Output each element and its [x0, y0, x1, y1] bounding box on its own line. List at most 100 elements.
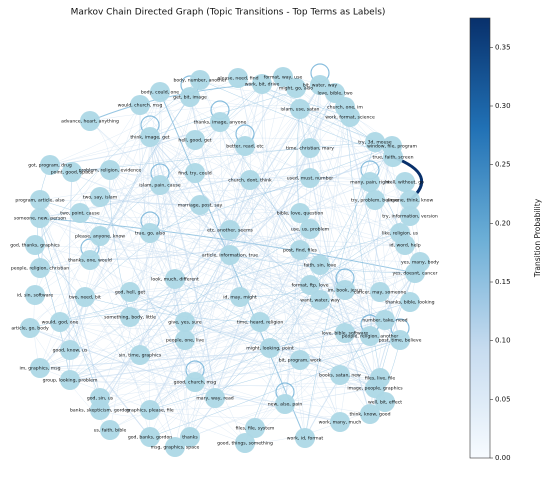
node-label: good, church, msg — [174, 380, 217, 386]
node — [245, 418, 265, 438]
node — [90, 226, 110, 246]
node-label: use, us, problem — [291, 227, 330, 233]
node-label: number, take, need — [362, 318, 407, 324]
node — [20, 318, 40, 338]
edge — [29, 235, 101, 329]
edge — [39, 83, 263, 269]
node — [286, 78, 306, 98]
node — [150, 175, 170, 195]
node-label: banks, skepticism, gordon — [70, 408, 130, 414]
node — [75, 287, 95, 307]
node-label: people, religion, christian — [11, 266, 69, 272]
edge — [129, 145, 246, 318]
node-label: someone, new, person — [14, 216, 66, 222]
node-label: two, point, cause — [60, 211, 100, 217]
edge — [149, 136, 231, 256]
edge — [39, 272, 416, 369]
colorbar-tick-label: 0.10 — [495, 337, 511, 345]
node-label: would, church, msg — [118, 103, 163, 109]
node — [390, 330, 410, 350]
node-label: format, way, use — [264, 75, 303, 81]
edge — [239, 296, 341, 376]
edge — [59, 321, 246, 444]
node — [220, 220, 240, 240]
edge — [299, 108, 371, 337]
node-label: files, file, system — [236, 426, 275, 432]
edge — [369, 145, 393, 337]
edge — [109, 289, 346, 431]
node — [295, 428, 315, 448]
node-label: work, bit, drive — [245, 82, 280, 88]
node-label: id, word, help — [389, 243, 420, 249]
edge — [148, 91, 161, 234]
colorbar-tick-label: 0.35 — [495, 43, 511, 51]
node-label: anyone, think, know — [387, 198, 434, 204]
node-label: yes, many, body — [401, 260, 439, 266]
node — [300, 219, 320, 239]
node — [260, 338, 280, 358]
node — [175, 330, 195, 350]
node-label: graphics, please, file — [126, 408, 174, 414]
node — [405, 263, 425, 283]
node-label: etc, another, seems — [207, 228, 253, 234]
edge — [39, 199, 271, 349]
node — [90, 187, 110, 207]
node — [25, 235, 45, 255]
node — [370, 282, 390, 302]
node — [360, 326, 380, 346]
edge — [109, 397, 216, 431]
edge — [59, 321, 346, 334]
node-label: article, go, body — [11, 326, 49, 332]
node — [25, 285, 45, 305]
node — [210, 112, 230, 132]
node — [190, 195, 210, 215]
edge — [69, 136, 151, 351]
edge — [239, 179, 253, 298]
node — [375, 392, 395, 412]
node-label: would, god, one — [42, 320, 79, 326]
edge — [99, 387, 376, 411]
chart-title: Markov Chain Directed Graph (Topic Trans… — [71, 8, 386, 18]
edge — [149, 145, 393, 234]
node — [300, 138, 320, 158]
edge — [99, 145, 246, 198]
node — [140, 400, 160, 420]
node — [335, 323, 355, 343]
node-label: thanks — [182, 435, 198, 441]
node-label: time, christian, mary — [286, 146, 334, 152]
edge — [304, 272, 416, 439]
node — [235, 433, 255, 453]
edge — [99, 339, 401, 399]
node — [360, 172, 380, 192]
edge — [34, 145, 246, 296]
colorbar-gradient — [469, 17, 491, 459]
node-label: might, looking, point — [246, 346, 294, 352]
edge — [309, 272, 416, 286]
node — [335, 280, 355, 300]
edge — [295, 87, 401, 341]
edge — [254, 244, 406, 429]
node-label: post, find, files — [283, 248, 317, 254]
node-label: group, looking, problem — [43, 378, 98, 384]
node-label: id, sin, software — [17, 293, 54, 299]
node-label: islam, use, satan — [281, 107, 320, 113]
node-label: like, religion, us — [382, 231, 419, 237]
edge — [109, 77, 239, 171]
edge — [309, 147, 381, 293]
node-label: thanks, one, would — [68, 258, 112, 264]
colorbar-tick-label: 0.25 — [495, 161, 511, 169]
node-label: id, may, might — [223, 295, 257, 301]
edge — [229, 106, 346, 231]
node-label: people, one, live — [166, 338, 204, 344]
node — [400, 190, 420, 210]
edge — [219, 121, 386, 403]
edge — [244, 145, 411, 201]
edge — [129, 291, 176, 448]
edge — [261, 83, 406, 183]
edge — [304, 181, 371, 439]
edge — [149, 179, 251, 411]
node — [250, 312, 270, 332]
node — [395, 235, 415, 255]
edge — [159, 91, 191, 438]
